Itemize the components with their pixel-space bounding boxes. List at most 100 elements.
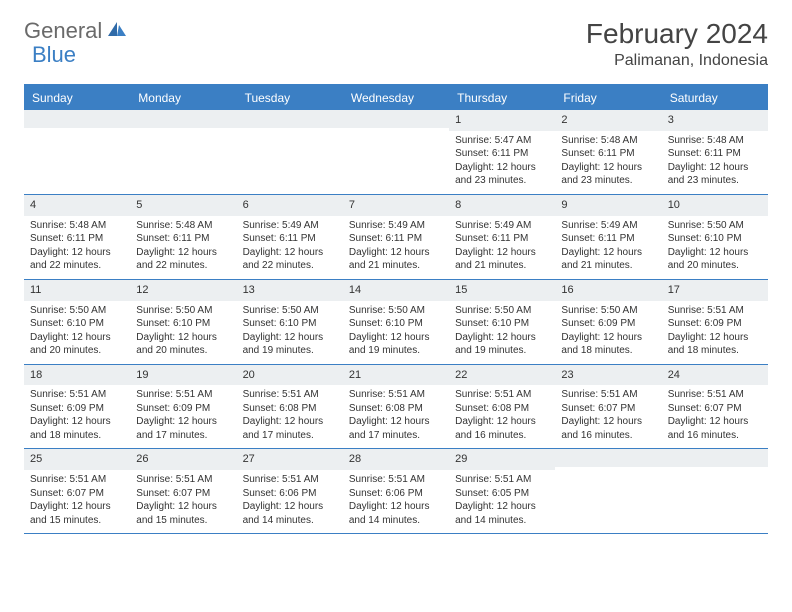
- day-number: [343, 110, 449, 128]
- sunrise-text: Sunrise: 5:50 AM: [455, 304, 549, 318]
- sunset-text: Sunset: 6:11 PM: [668, 147, 762, 161]
- day-header-monday: Monday: [130, 86, 236, 110]
- calendar-cell: 8Sunrise: 5:49 AMSunset: 6:11 PMDaylight…: [449, 195, 555, 279]
- sunset-text: Sunset: 6:09 PM: [561, 317, 655, 331]
- sunset-text: Sunset: 6:10 PM: [30, 317, 124, 331]
- daylight-text: Daylight: 12 hours and 21 minutes.: [455, 246, 549, 273]
- cell-body: Sunrise: 5:51 AMSunset: 6:08 PMDaylight:…: [343, 385, 449, 448]
- cell-body: [555, 467, 661, 476]
- sunrise-text: Sunrise: 5:50 AM: [349, 304, 443, 318]
- cell-body: Sunrise: 5:49 AMSunset: 6:11 PMDaylight:…: [343, 216, 449, 279]
- cell-body: Sunrise: 5:51 AMSunset: 6:08 PMDaylight:…: [449, 385, 555, 448]
- daylight-text: Daylight: 12 hours and 18 minutes.: [30, 415, 124, 442]
- sunrise-text: Sunrise: 5:51 AM: [243, 473, 337, 487]
- sunset-text: Sunset: 6:11 PM: [136, 232, 230, 246]
- calendar-cell: 19Sunrise: 5:51 AMSunset: 6:09 PMDayligh…: [130, 365, 236, 449]
- daylight-text: Daylight: 12 hours and 17 minutes.: [136, 415, 230, 442]
- sunrise-text: Sunrise: 5:51 AM: [455, 473, 549, 487]
- daylight-text: Daylight: 12 hours and 15 minutes.: [136, 500, 230, 527]
- calendar-cell: 22Sunrise: 5:51 AMSunset: 6:08 PMDayligh…: [449, 365, 555, 449]
- sunrise-text: Sunrise: 5:51 AM: [136, 473, 230, 487]
- sunset-text: Sunset: 6:07 PM: [668, 402, 762, 416]
- cell-body: Sunrise: 5:51 AMSunset: 6:06 PMDaylight:…: [343, 470, 449, 533]
- day-number: 13: [237, 280, 343, 301]
- day-number: 3: [662, 110, 768, 131]
- daylight-text: Daylight: 12 hours and 16 minutes.: [668, 415, 762, 442]
- day-number: 21: [343, 365, 449, 386]
- calendar-cell: 13Sunrise: 5:50 AMSunset: 6:10 PMDayligh…: [237, 280, 343, 364]
- sunrise-text: Sunrise: 5:51 AM: [349, 473, 443, 487]
- sunrise-text: Sunrise: 5:51 AM: [668, 388, 762, 402]
- calendar-cell: [555, 449, 661, 533]
- calendar-cell: 21Sunrise: 5:51 AMSunset: 6:08 PMDayligh…: [343, 365, 449, 449]
- day-number: 28: [343, 449, 449, 470]
- sunrise-text: Sunrise: 5:49 AM: [349, 219, 443, 233]
- sunset-text: Sunset: 6:08 PM: [455, 402, 549, 416]
- daylight-text: Daylight: 12 hours and 19 minutes.: [455, 331, 549, 358]
- logo-sail-icon: [106, 18, 128, 44]
- daylight-text: Daylight: 12 hours and 22 minutes.: [243, 246, 337, 273]
- calendar-cell: [237, 110, 343, 194]
- week-row: 11Sunrise: 5:50 AMSunset: 6:10 PMDayligh…: [24, 280, 768, 365]
- cell-body: Sunrise: 5:48 AMSunset: 6:11 PMDaylight:…: [555, 131, 661, 194]
- day-number: 22: [449, 365, 555, 386]
- cell-body: Sunrise: 5:48 AMSunset: 6:11 PMDaylight:…: [130, 216, 236, 279]
- day-number: 24: [662, 365, 768, 386]
- cell-body: Sunrise: 5:50 AMSunset: 6:10 PMDaylight:…: [24, 301, 130, 364]
- cell-body: Sunrise: 5:51 AMSunset: 6:09 PMDaylight:…: [130, 385, 236, 448]
- sunset-text: Sunset: 6:09 PM: [136, 402, 230, 416]
- day-header-wednesday: Wednesday: [343, 86, 449, 110]
- calendar-cell: 5Sunrise: 5:48 AMSunset: 6:11 PMDaylight…: [130, 195, 236, 279]
- sunset-text: Sunset: 6:11 PM: [455, 147, 549, 161]
- daylight-text: Daylight: 12 hours and 20 minutes.: [30, 331, 124, 358]
- cell-body: [237, 128, 343, 137]
- sunset-text: Sunset: 6:11 PM: [455, 232, 549, 246]
- calendar-cell: 28Sunrise: 5:51 AMSunset: 6:06 PMDayligh…: [343, 449, 449, 533]
- cell-body: [662, 467, 768, 476]
- day-number: 1: [449, 110, 555, 131]
- week-row: 18Sunrise: 5:51 AMSunset: 6:09 PMDayligh…: [24, 365, 768, 450]
- day-number: 26: [130, 449, 236, 470]
- cell-body: Sunrise: 5:50 AMSunset: 6:10 PMDaylight:…: [343, 301, 449, 364]
- calendar-cell: 17Sunrise: 5:51 AMSunset: 6:09 PMDayligh…: [662, 280, 768, 364]
- sunset-text: Sunset: 6:10 PM: [455, 317, 549, 331]
- sunset-text: Sunset: 6:11 PM: [349, 232, 443, 246]
- cell-body: Sunrise: 5:48 AMSunset: 6:11 PMDaylight:…: [24, 216, 130, 279]
- sunrise-text: Sunrise: 5:48 AM: [30, 219, 124, 233]
- calendar: Sunday Monday Tuesday Wednesday Thursday…: [24, 84, 768, 534]
- sunrise-text: Sunrise: 5:51 AM: [136, 388, 230, 402]
- cell-body: Sunrise: 5:48 AMSunset: 6:11 PMDaylight:…: [662, 131, 768, 194]
- sunrise-text: Sunrise: 5:50 AM: [668, 219, 762, 233]
- day-number: 29: [449, 449, 555, 470]
- daylight-text: Daylight: 12 hours and 16 minutes.: [561, 415, 655, 442]
- sunset-text: Sunset: 6:11 PM: [30, 232, 124, 246]
- day-number: 25: [24, 449, 130, 470]
- sunrise-text: Sunrise: 5:51 AM: [30, 388, 124, 402]
- daylight-text: Daylight: 12 hours and 21 minutes.: [561, 246, 655, 273]
- sunrise-text: Sunrise: 5:48 AM: [668, 134, 762, 148]
- sunrise-text: Sunrise: 5:51 AM: [561, 388, 655, 402]
- sunrise-text: Sunrise: 5:51 AM: [30, 473, 124, 487]
- day-header-friday: Friday: [555, 86, 661, 110]
- calendar-cell: [130, 110, 236, 194]
- day-number: 18: [24, 365, 130, 386]
- logo: General: [24, 18, 128, 44]
- title-block: February 2024 Palimanan, Indonesia: [586, 18, 768, 70]
- calendar-cell: 6Sunrise: 5:49 AMSunset: 6:11 PMDaylight…: [237, 195, 343, 279]
- day-number: 27: [237, 449, 343, 470]
- sunrise-text: Sunrise: 5:50 AM: [243, 304, 337, 318]
- sunrise-text: Sunrise: 5:49 AM: [455, 219, 549, 233]
- cell-body: [130, 128, 236, 137]
- day-number: [237, 110, 343, 128]
- daylight-text: Daylight: 12 hours and 23 minutes.: [561, 161, 655, 188]
- sunset-text: Sunset: 6:11 PM: [243, 232, 337, 246]
- calendar-cell: 29Sunrise: 5:51 AMSunset: 6:05 PMDayligh…: [449, 449, 555, 533]
- header: General February 2024 Palimanan, Indones…: [24, 18, 768, 70]
- day-number: 14: [343, 280, 449, 301]
- sunset-text: Sunset: 6:08 PM: [243, 402, 337, 416]
- day-number: 2: [555, 110, 661, 131]
- sunrise-text: Sunrise: 5:49 AM: [243, 219, 337, 233]
- day-number: [130, 110, 236, 128]
- day-number: [24, 110, 130, 128]
- cell-body: [24, 128, 130, 137]
